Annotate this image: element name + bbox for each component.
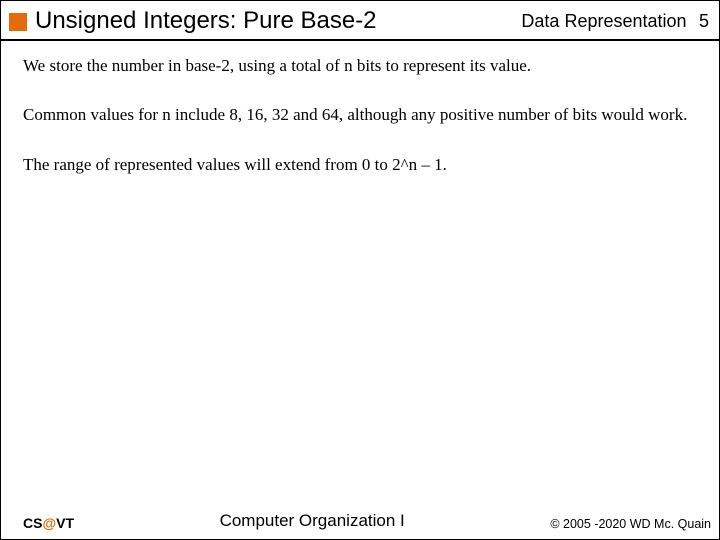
footer-org-suffix: VT	[56, 515, 74, 531]
topic-label: Data Representation	[521, 11, 686, 31]
slide-title: Unsigned Integers: Pure Base-2	[35, 7, 521, 35]
slide-footer: CS@VT Computer Organization I © 2005 -20…	[1, 511, 719, 531]
slide-body: We store the number in base-2, using a t…	[1, 41, 719, 175]
footer-center: Computer Organization I	[74, 511, 550, 531]
topic-block: Data Representation 5	[521, 11, 709, 32]
paragraph: The range of represented values will ext…	[23, 154, 697, 175]
accent-square-icon	[9, 13, 27, 31]
paragraph: Common values for n include 8, 16, 32 an…	[23, 104, 697, 125]
page-number: 5	[699, 11, 709, 31]
footer-org-prefix: CS	[23, 515, 42, 531]
footer-left: CS@VT	[23, 515, 74, 531]
slide-header: Unsigned Integers: Pure Base-2 Data Repr…	[1, 1, 719, 39]
paragraph: We store the number in base-2, using a t…	[23, 55, 697, 76]
at-icon: @	[42, 515, 56, 531]
slide: Unsigned Integers: Pure Base-2 Data Repr…	[0, 0, 720, 540]
footer-copyright: © 2005 -2020 WD Mc. Quain	[550, 517, 711, 531]
